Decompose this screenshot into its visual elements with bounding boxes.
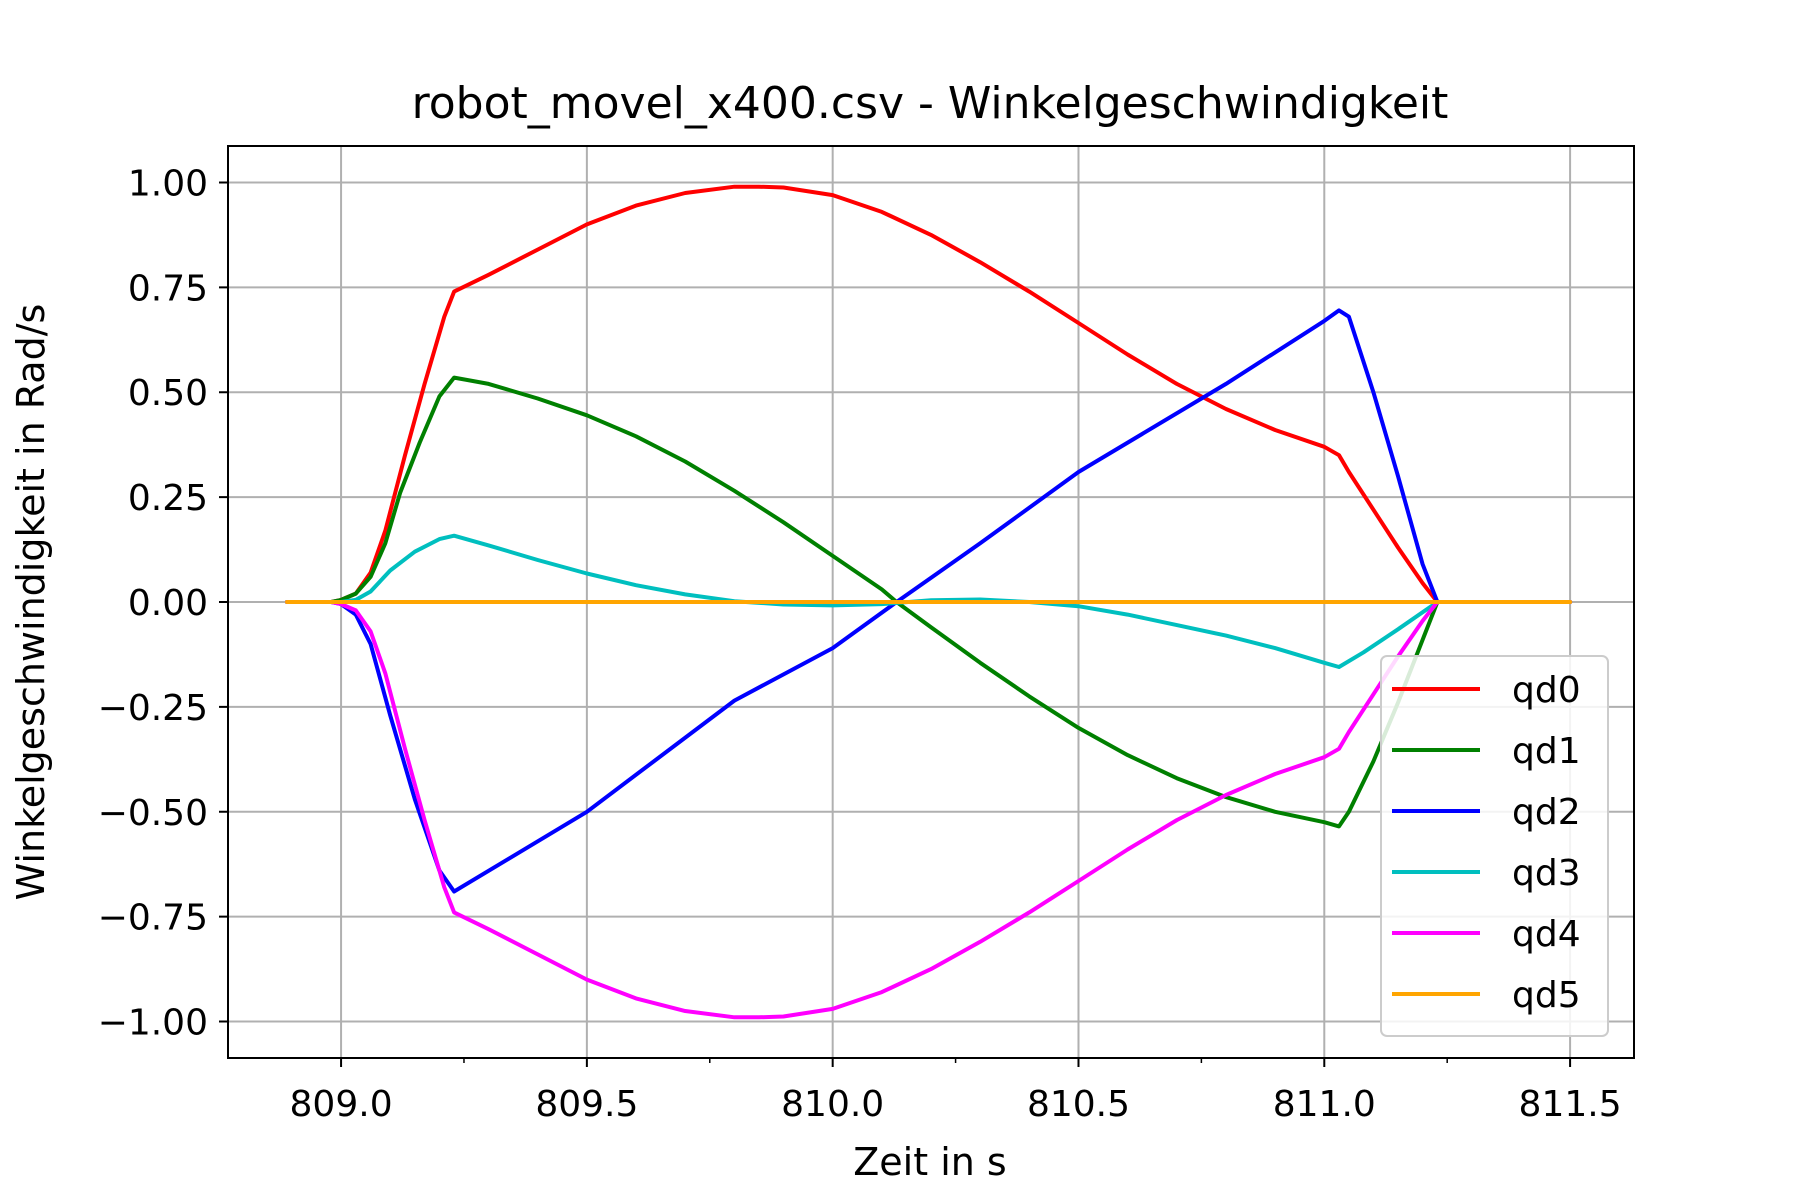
series-line-qd0 — [285, 184, 1573, 604]
x-tick-label: 809.0 — [290, 1084, 393, 1125]
y-axis-label: Winkelgeschwindigkeit in Rad/s — [9, 304, 53, 901]
x-tick-label: 809.5 — [535, 1084, 638, 1125]
y-tick-label: −0.25 — [98, 688, 208, 729]
y-tick-label: 0.75 — [128, 268, 208, 309]
y-tick-label: 0.00 — [128, 583, 208, 624]
y-tick-label: 1.00 — [128, 163, 208, 204]
legend-label-qd5: qd5 — [1512, 975, 1581, 1016]
x-axis-label: Zeit in s — [853, 1140, 1006, 1184]
y-tick-labels: 1.00 0.75 0.50 0.25 0.00 −0.25 −0.50 −0.75 −1.00 — [98, 163, 208, 1043]
legend-label-qd0: qd0 — [1512, 670, 1581, 711]
chart-title: robot_movel_x400.csv - Winkelgeschwindig… — [412, 78, 1449, 129]
series-line-qd1 — [285, 375, 1573, 829]
y-tick-label: −1.00 — [98, 1003, 208, 1044]
y-tick-label: −0.50 — [98, 793, 208, 834]
y-tick-label: −0.75 — [98, 898, 208, 939]
x-tick-label: 810.5 — [1027, 1084, 1130, 1125]
x-tick-labels: 809.0 809.5 810.0 810.5 811.0 811.5 — [290, 1084, 1622, 1125]
legend-label-qd4: qd4 — [1512, 914, 1581, 955]
y-tick-label: 0.25 — [128, 478, 208, 519]
x-tick-label: 811.0 — [1273, 1084, 1376, 1125]
y-tick-label: 0.50 — [128, 373, 208, 414]
legend-label-qd3: qd3 — [1512, 853, 1581, 894]
series-line-qd4 — [285, 600, 1573, 1020]
legend-label-qd1: qd1 — [1512, 731, 1581, 772]
x-tick-label: 810.0 — [781, 1084, 884, 1125]
x-tick-label: 811.5 — [1519, 1084, 1622, 1125]
plot-frame — [227, 145, 1635, 1059]
legend-label-qd2: qd2 — [1512, 792, 1581, 833]
series-line-qd3 — [285, 533, 1573, 669]
legend: qd0 qd1 qd2 qd3 qd4 qd5 — [1380, 655, 1609, 1037]
plot-series — [285, 184, 1573, 1020]
axis-ticks — [219, 181, 1572, 1067]
